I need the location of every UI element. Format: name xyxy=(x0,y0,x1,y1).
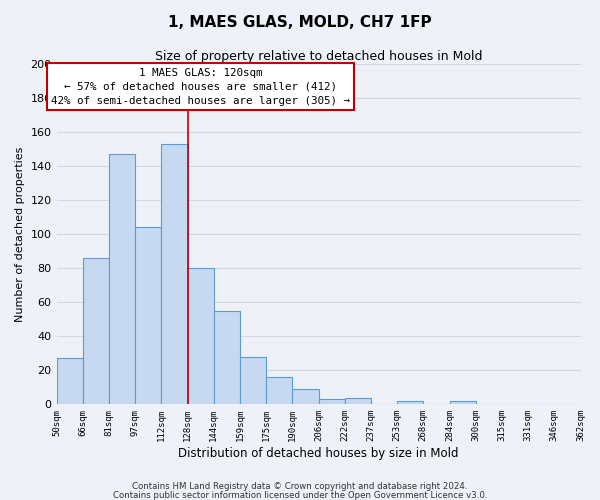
Bar xyxy=(161,144,188,405)
Y-axis label: Number of detached properties: Number of detached properties xyxy=(15,146,25,322)
Bar xyxy=(135,228,161,404)
X-axis label: Distribution of detached houses by size in Mold: Distribution of detached houses by size … xyxy=(178,447,459,460)
Bar xyxy=(319,399,345,404)
Title: Size of property relative to detached houses in Mold: Size of property relative to detached ho… xyxy=(155,50,482,63)
Bar xyxy=(397,401,424,404)
Bar xyxy=(240,356,266,405)
Bar xyxy=(266,377,292,404)
Bar xyxy=(56,358,83,405)
Bar xyxy=(214,311,240,404)
Bar xyxy=(449,401,476,404)
Text: 1 MAES GLAS: 120sqm
← 57% of detached houses are smaller (412)
42% of semi-detac: 1 MAES GLAS: 120sqm ← 57% of detached ho… xyxy=(51,68,350,106)
Bar xyxy=(188,268,214,404)
Text: 1, MAES GLAS, MOLD, CH7 1FP: 1, MAES GLAS, MOLD, CH7 1FP xyxy=(168,15,432,30)
Text: Contains public sector information licensed under the Open Government Licence v3: Contains public sector information licen… xyxy=(113,490,487,500)
Text: Contains HM Land Registry data © Crown copyright and database right 2024.: Contains HM Land Registry data © Crown c… xyxy=(132,482,468,491)
Bar xyxy=(292,389,319,404)
Bar xyxy=(345,398,371,404)
Bar xyxy=(83,258,109,404)
Bar xyxy=(109,154,135,404)
